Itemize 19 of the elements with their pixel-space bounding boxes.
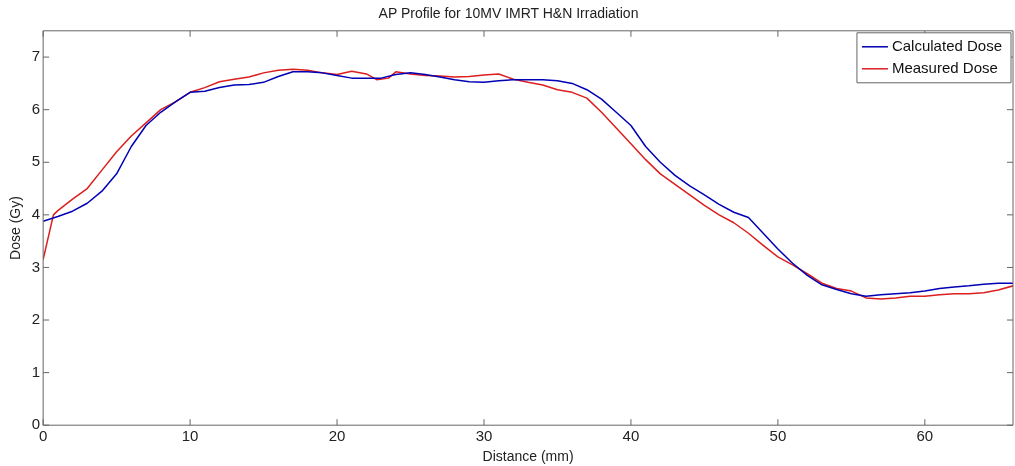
y-tick-label: 2 <box>31 310 41 328</box>
legend-label: Calculated Dose <box>891 36 1002 54</box>
x-tick-label: 10 <box>181 427 199 445</box>
x-tick-label: 60 <box>916 427 934 445</box>
chart-title: AP Profile for 10MV IMRT H&N Irradiation <box>378 5 639 22</box>
x-tick-label: 30 <box>475 427 493 445</box>
y-tick-label: 6 <box>31 99 41 117</box>
y-tick-label: 7 <box>31 47 41 65</box>
x-tick-label: 40 <box>622 427 640 445</box>
legend-label: Measured Dose <box>891 58 998 76</box>
x-tick-label: 20 <box>328 427 346 445</box>
x-tick-label: 50 <box>769 427 787 445</box>
y-tick-label: 0 <box>31 415 41 433</box>
y-tick-label: 3 <box>31 257 41 275</box>
y-tick-label: 5 <box>31 152 41 170</box>
y-tick-label: 1 <box>31 362 41 380</box>
y-tick-label: 4 <box>31 204 41 222</box>
x-axis-title: Distance (mm) <box>482 448 574 465</box>
y-axis-title: Dose (Gy) <box>7 196 24 260</box>
